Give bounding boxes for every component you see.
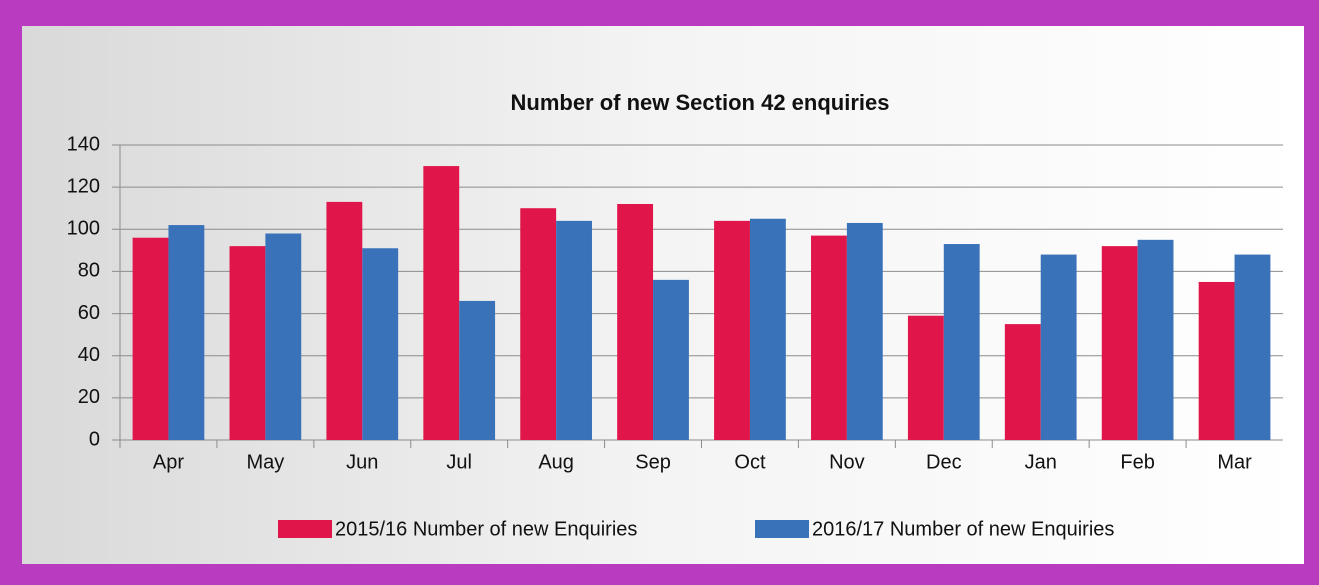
y-tick-label: 0 [89, 428, 100, 450]
legend-swatch [278, 520, 332, 538]
bar [265, 233, 302, 440]
bar [1101, 246, 1138, 440]
bar [749, 218, 786, 440]
bar [459, 300, 496, 440]
legend-label: 2016/17 Number of new Enquiries [812, 518, 1114, 540]
bar [362, 248, 399, 440]
y-tick-label: 60 [78, 302, 100, 324]
y-tick-label: 20 [78, 386, 100, 408]
bar [1198, 281, 1235, 440]
bar [520, 208, 557, 440]
x-tick-label: Jul [446, 451, 472, 473]
bar [132, 237, 169, 440]
y-tick-label: 80 [78, 260, 100, 282]
bar [617, 204, 654, 440]
x-tick-label: May [246, 451, 284, 473]
x-tick-label: Aug [538, 451, 574, 473]
legend-swatch [755, 520, 809, 538]
y-tick-label: 120 [67, 175, 100, 197]
bar [326, 201, 363, 440]
x-tick-label: Jan [1025, 451, 1057, 473]
bar [1040, 254, 1077, 440]
x-tick-label: Apr [153, 451, 184, 473]
bar [168, 225, 205, 440]
bar [229, 246, 266, 440]
x-tick-label: Feb [1120, 451, 1154, 473]
chart-title: Number of new Section 42 enquiries [511, 90, 890, 115]
bar [653, 279, 689, 440]
bar [1004, 324, 1041, 440]
x-tick-label: Mar [1217, 451, 1252, 473]
bar [846, 222, 883, 440]
bar [907, 315, 944, 440]
x-tick-label: Jun [346, 451, 378, 473]
x-tick-label: Oct [734, 451, 766, 473]
x-tick-label: Dec [926, 451, 962, 473]
bar [943, 244, 980, 440]
bar [1234, 254, 1271, 440]
bar [556, 220, 592, 440]
bar [423, 166, 460, 441]
bar [811, 235, 847, 440]
x-tick-label: Nov [829, 451, 865, 473]
legend-label: 2015/16 Number of new Enquiries [335, 518, 637, 540]
y-tick-label: 100 [67, 218, 100, 240]
y-tick-label: 140 [67, 133, 100, 155]
y-tick-label: 40 [78, 344, 100, 366]
bar [1137, 239, 1174, 440]
x-tick-label: Sep [635, 451, 671, 473]
bar [714, 220, 750, 440]
